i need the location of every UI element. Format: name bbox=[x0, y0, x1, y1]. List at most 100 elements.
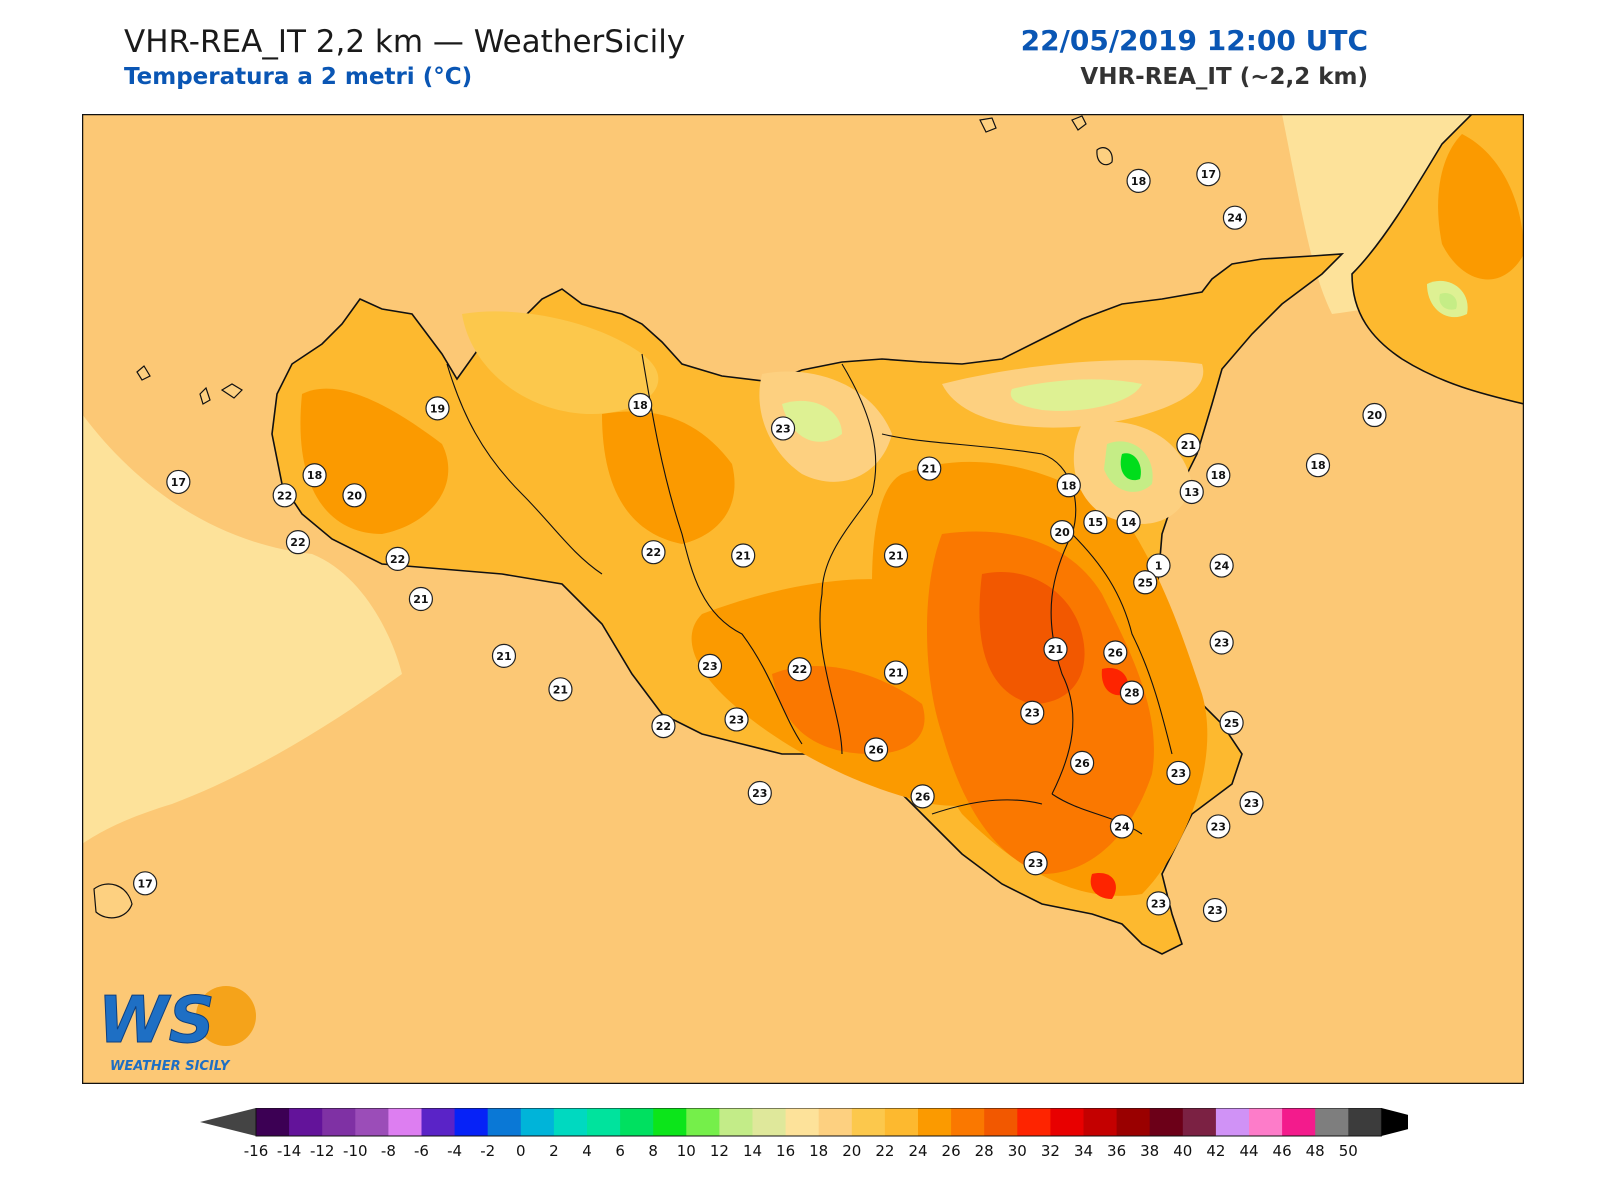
station-value: 24 bbox=[1214, 560, 1230, 573]
colorbar-tick-label: 48 bbox=[1306, 1142, 1325, 1160]
logo-name: WEATHER SICILY bbox=[110, 1059, 231, 1074]
station-label: 26 bbox=[910, 784, 935, 809]
station-value: 23 bbox=[729, 713, 744, 726]
station-marker bbox=[1362, 402, 1387, 428]
colorbar-tick-label: 0 bbox=[516, 1142, 526, 1160]
station-marker bbox=[1219, 710, 1244, 735]
station-marker bbox=[747, 780, 772, 806]
station-marker bbox=[1146, 553, 1171, 578]
colorbar-tick-label: 4 bbox=[582, 1142, 592, 1160]
zone-24 bbox=[602, 411, 735, 544]
colorbar-extend-low bbox=[200, 1108, 256, 1136]
colorbar-swatch bbox=[355, 1108, 389, 1136]
station-marker bbox=[883, 660, 909, 685]
colorbar-swatch bbox=[1182, 1108, 1217, 1136]
station-value: 22 bbox=[390, 553, 405, 566]
colorbar-swatch bbox=[984, 1108, 1018, 1136]
station-value: 26 bbox=[1108, 647, 1124, 660]
station-marker bbox=[491, 643, 517, 668]
station-marker bbox=[910, 784, 935, 809]
station-value: 25 bbox=[1224, 717, 1239, 730]
station-marker bbox=[1020, 700, 1045, 725]
station-marker bbox=[272, 483, 297, 508]
station-label: 23 bbox=[697, 653, 723, 678]
station-label: 26 bbox=[1103, 640, 1128, 665]
station-label: 22 bbox=[651, 714, 676, 739]
temperature-map: 18 17 24 19 18 23 21 18 18 21 20 18 17 18 22 20 15 13 14 22… bbox=[82, 114, 1524, 1084]
colorbar-tick-label: 36 bbox=[1107, 1142, 1126, 1160]
colorbar-tick-label: 14 bbox=[743, 1142, 762, 1160]
station-value: 13 bbox=[1184, 486, 1199, 499]
island-ustica bbox=[136, 365, 151, 381]
station-marker bbox=[1056, 473, 1081, 498]
station-value: 26 bbox=[915, 790, 931, 803]
colorbar-swatch bbox=[1083, 1108, 1118, 1136]
colorbar-swatch bbox=[1249, 1108, 1283, 1136]
station-label: 17 bbox=[166, 469, 191, 495]
zone-20 bbox=[462, 311, 659, 414]
colorbar-swatch bbox=[686, 1108, 720, 1136]
colorbar-swatch bbox=[785, 1108, 820, 1136]
logo-letters: WS bbox=[98, 984, 215, 1058]
station-marker bbox=[697, 653, 723, 678]
station-label: 23 bbox=[1206, 814, 1231, 839]
station-marker bbox=[1305, 453, 1331, 478]
station-value: 18 bbox=[1211, 469, 1226, 482]
colorbar-swatch bbox=[421, 1108, 456, 1136]
station-label: 23 bbox=[1166, 760, 1191, 786]
colorbar-tick-label: 50 bbox=[1339, 1142, 1358, 1160]
station-marker bbox=[1196, 162, 1221, 187]
colorbar-swatch bbox=[1116, 1108, 1151, 1136]
station-value: 18 bbox=[1131, 175, 1146, 188]
station-marker bbox=[1119, 680, 1145, 705]
map-title: VHR-REA_IT 2,2 km — WeatherSicily bbox=[124, 24, 686, 60]
station-label: 24 bbox=[1222, 205, 1248, 230]
station-label: 18 bbox=[1126, 168, 1151, 193]
station-marker bbox=[724, 707, 749, 732]
zone-14 bbox=[782, 400, 842, 442]
station-label: 22 bbox=[641, 540, 666, 565]
station-marker bbox=[917, 456, 942, 481]
station-marker bbox=[1103, 640, 1128, 665]
station-value: 18 bbox=[1061, 479, 1076, 492]
station-label: 25 bbox=[1219, 710, 1244, 735]
sicily-island bbox=[271, 253, 1345, 955]
station-label: 21 bbox=[731, 543, 756, 568]
colorbar-tick-label: -4 bbox=[447, 1142, 462, 1160]
colorbar-tick-label: 26 bbox=[942, 1142, 961, 1160]
station-marker bbox=[787, 657, 812, 682]
colorbar-swatch bbox=[587, 1108, 621, 1136]
colorbar-swatch bbox=[719, 1108, 753, 1136]
station-value: 23 bbox=[1244, 797, 1259, 810]
station-label: 22 bbox=[385, 546, 410, 571]
station-value: 26 bbox=[1074, 757, 1090, 770]
station-label: 18 bbox=[302, 463, 327, 488]
station-marker bbox=[1239, 790, 1264, 816]
station-value: 1 bbox=[1155, 560, 1163, 573]
zone-8 bbox=[1120, 453, 1141, 481]
station-label: 21 bbox=[1176, 433, 1201, 458]
colorbar-swatch bbox=[256, 1108, 290, 1136]
colorbar-tick-label: -8 bbox=[381, 1142, 396, 1160]
station-marker bbox=[1116, 509, 1141, 535]
station-marker bbox=[863, 737, 889, 762]
station-label: 1 bbox=[1146, 553, 1171, 578]
colorbar-tick-label: -14 bbox=[277, 1142, 302, 1160]
station-marker bbox=[1179, 479, 1204, 505]
island-lipari bbox=[1071, 115, 1087, 131]
station-marker bbox=[641, 540, 666, 565]
station-marker bbox=[770, 416, 796, 441]
station-marker bbox=[385, 546, 410, 571]
station-marker bbox=[1176, 433, 1201, 458]
small-islands bbox=[93, 115, 1113, 919]
station-value: 21 bbox=[553, 683, 568, 696]
station-value: 22 bbox=[646, 546, 661, 559]
map-datetime: 22/05/2019 12:00 UTC bbox=[1020, 24, 1368, 57]
temperature-colorbar: -16 -14 -12 -10 -8 -6 -4 -2 0 2 4 6 8 10 12 14 16 18 20 22 2… bbox=[200, 1108, 1408, 1160]
station-value: 28 bbox=[1124, 687, 1139, 700]
station-value: 21 bbox=[496, 650, 511, 663]
station-value: 17 bbox=[137, 877, 152, 890]
station-label: 18 bbox=[628, 392, 653, 418]
station-marker bbox=[1023, 851, 1048, 876]
station-label: 17 bbox=[1196, 162, 1221, 187]
